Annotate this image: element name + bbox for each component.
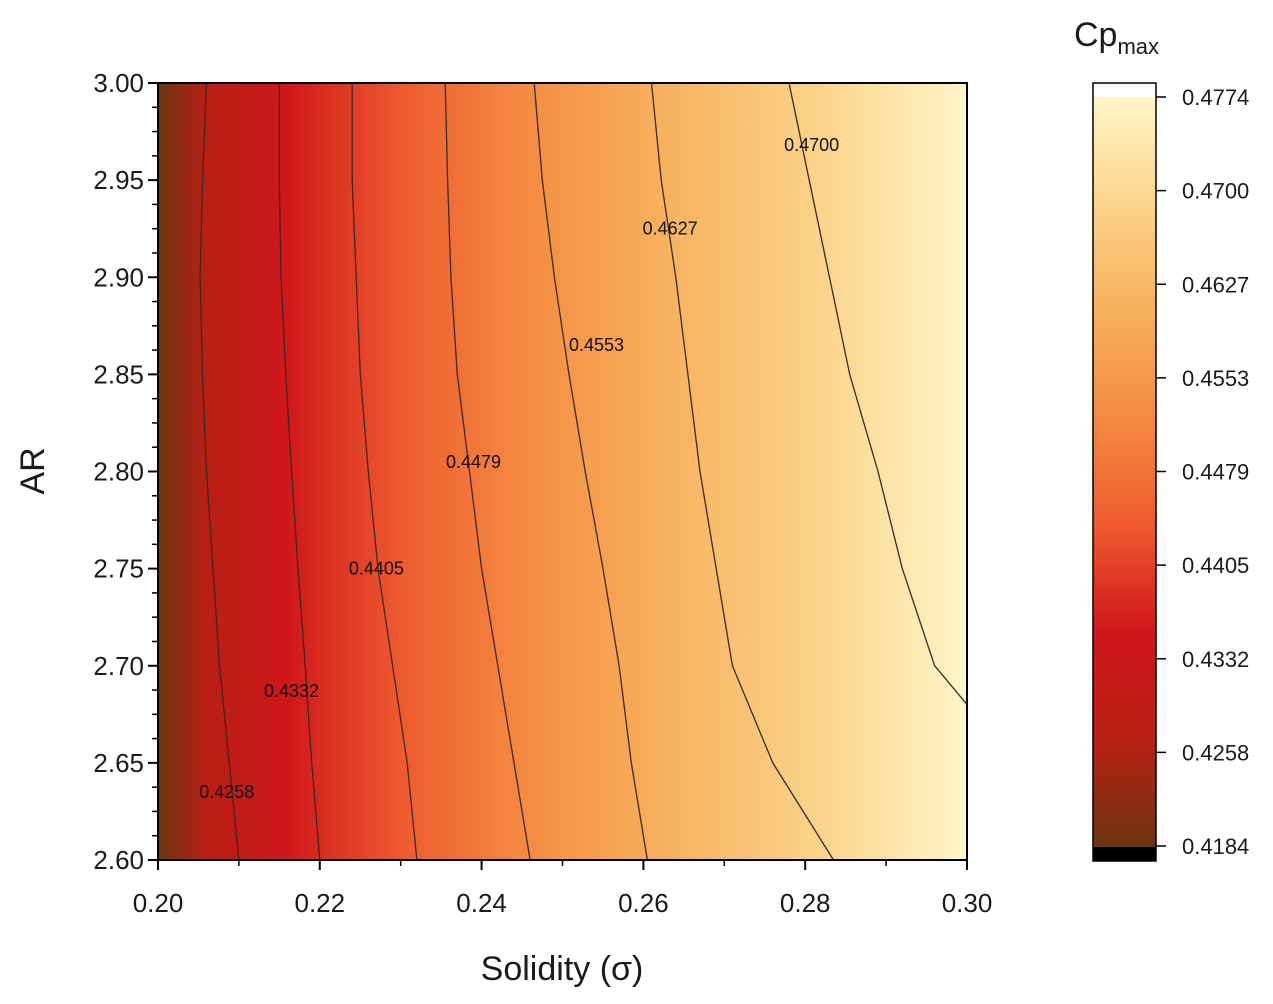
contour-line (533, 82, 649, 861)
y-tick-label: 2.60 (93, 845, 144, 875)
colorbar-tick-label: 0.4553 (1182, 366, 1249, 391)
x-tick-label: 0.28 (780, 888, 831, 918)
contour-label: 0.4258 (199, 782, 254, 802)
contour-label: 0.4405 (349, 559, 404, 579)
y-tick-label: 2.75 (93, 554, 144, 584)
contour-label: 0.4479 (446, 452, 501, 472)
colorbar-tick-label: 0.4627 (1182, 272, 1249, 297)
y-tick-label: 2.80 (93, 457, 144, 487)
y-tick-label: 2.90 (93, 262, 144, 292)
y-axis-title: AR (14, 447, 52, 494)
x-tick-label: 0.24 (456, 888, 507, 918)
contour-fill (158, 83, 967, 860)
colorbar-title: Cpmax (1074, 16, 1159, 59)
colorbar-gradient-bar (1093, 97, 1156, 847)
x-tick-label: 0.26 (618, 888, 669, 918)
y-tick-label: 3.00 (93, 68, 144, 98)
contour-label: 0.4332 (264, 681, 319, 701)
x-tick-label: 0.30 (942, 888, 993, 918)
colorbar-tick-label: 0.4774 (1182, 85, 1249, 110)
contour-label: 0.4700 (784, 135, 839, 155)
y-tick-label: 2.65 (93, 748, 144, 778)
colorbar-tick-label: 0.4405 (1182, 553, 1249, 578)
colorbar-tick-label: 0.4332 (1182, 647, 1249, 672)
contour-label: 0.4553 (569, 335, 624, 355)
colorbar-tick-label: 0.4184 (1182, 834, 1249, 859)
colorbar-title-main: Cp (1074, 16, 1117, 54)
y-tick-label: 2.85 (93, 359, 144, 389)
y-tick-label: 2.95 (93, 165, 144, 195)
colorbar-tick-label: 0.4479 (1182, 460, 1249, 485)
colorbar-tick-label: 0.4700 (1182, 179, 1249, 204)
x-tick-label: 0.22 (294, 888, 345, 918)
contour-line (278, 83, 321, 861)
x-tick-label: 0.20 (133, 888, 184, 918)
contour-labels: 0.4258 0.4332 0.4405 0.4479 0.4553 0.4627 0.47… (199, 135, 839, 802)
colorbar-ticks: 0.4774 0.4700 0.4627 0.4553 0.4479 0.4405 0.43… (1156, 85, 1249, 859)
x-axis: 0.20 0.22 0.24 0.26 0.28 0.30 (133, 860, 993, 918)
y-axis: 2.60 2.65 2.70 2.75 2.80 2.85 2.90 2.95 3.00 (93, 68, 158, 875)
contour-line (650, 82, 835, 861)
contour-line (199, 82, 240, 861)
contour-line (788, 82, 968, 706)
colorbar-tick-label: 0.4258 (1182, 740, 1249, 765)
x-axis-title: Solidity (σ) (481, 950, 644, 988)
plot-area: 0.4258 0.4332 0.4405 0.4479 0.4553 0.4627 0.47… (157, 82, 968, 861)
contour-label: 0.4627 (643, 219, 698, 239)
contour-line (351, 83, 418, 861)
colorbar-top-cap (1093, 83, 1156, 97)
contour-lines (199, 82, 968, 861)
colorbar-bottom-cap (1093, 847, 1156, 861)
colorbar-title-sub: max (1117, 34, 1159, 59)
y-tick-label: 2.70 (93, 651, 144, 681)
contour-line (444, 82, 531, 861)
colorbar: Cpmax 0.4774 0.4700 0.4627 0.4553 0.4479 0.44… (1074, 16, 1249, 862)
